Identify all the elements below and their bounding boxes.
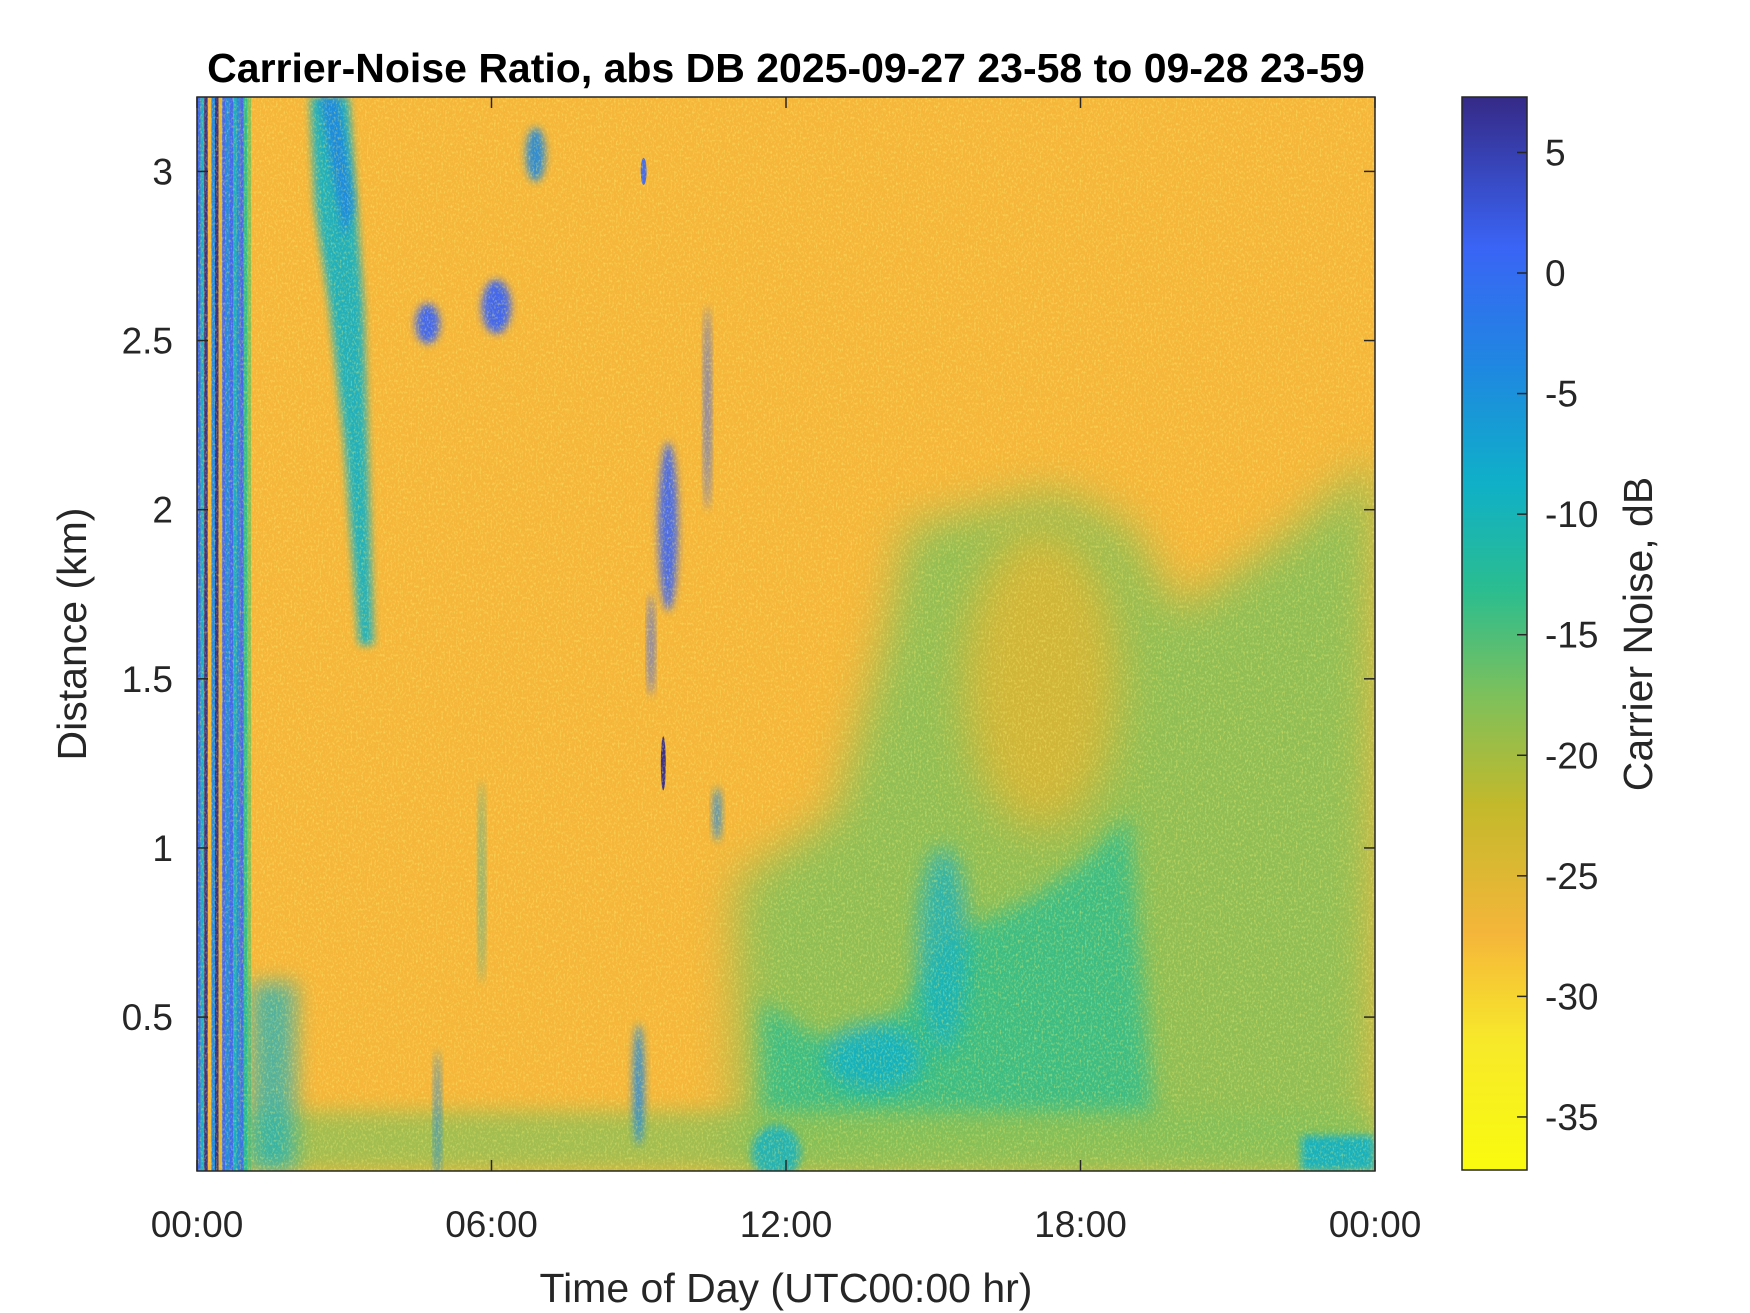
y-axis: 0.5 1 1.5 2 2.5 3: [122, 151, 1375, 1038]
x-tick-label: 06:00: [445, 1204, 538, 1245]
x-tick-label: 00:00: [151, 1204, 244, 1245]
x-tick-label: 12:00: [740, 1204, 833, 1245]
colorbar-tick-label: -35: [1545, 1097, 1598, 1138]
chart-title: Carrier-Noise Ratio, abs DB 2025-09-27 2…: [207, 45, 1365, 91]
y-tick-label: 3: [152, 151, 173, 192]
colorbar-tick-label: -15: [1545, 615, 1598, 656]
colorbar-tick-label: 0: [1545, 253, 1566, 294]
colorbar: 5 0 -5 -10 -15 -20 -25 -30 -35 Carrier Noise, dB: [1461, 96, 1661, 1171]
y-tick-label: 1: [152, 828, 173, 869]
plot-area: [196, 96, 1376, 1172]
colorbar-tick-label: -25: [1545, 856, 1598, 897]
colorbar-tick-label: -20: [1545, 735, 1598, 776]
colorbar-tick-label: 5: [1545, 132, 1566, 173]
y-axis-label: Distance (km): [49, 508, 95, 761]
colorbar-tick-label: -10: [1545, 494, 1598, 535]
y-tick-label: 1.5: [122, 659, 173, 700]
y-tick-label: 0.5: [122, 997, 173, 1038]
colorbar-tick-label: -30: [1545, 976, 1598, 1017]
x-tick-label: 00:00: [1329, 1204, 1422, 1245]
colorbar-ticks: 5 0 -5 -10 -15 -20 -25 -30 -35: [1517, 132, 1598, 1138]
x-axis: 00:00 06:00 12:00 18:00 00:00: [151, 97, 1422, 1245]
heatmap-noise-texture: [197, 97, 1375, 1171]
x-axis-label: Time of Day (UTC00:00 hr): [540, 1265, 1033, 1311]
y-tick-label: 2: [152, 490, 173, 531]
y-tick-label: 2.5: [122, 321, 173, 362]
colorbar-label: Carrier Noise, dB: [1615, 477, 1661, 791]
x-tick-label: 18:00: [1034, 1204, 1127, 1245]
colorbar-bar: [1461, 96, 1528, 1171]
colorbar-tick-label: -5: [1545, 374, 1578, 415]
